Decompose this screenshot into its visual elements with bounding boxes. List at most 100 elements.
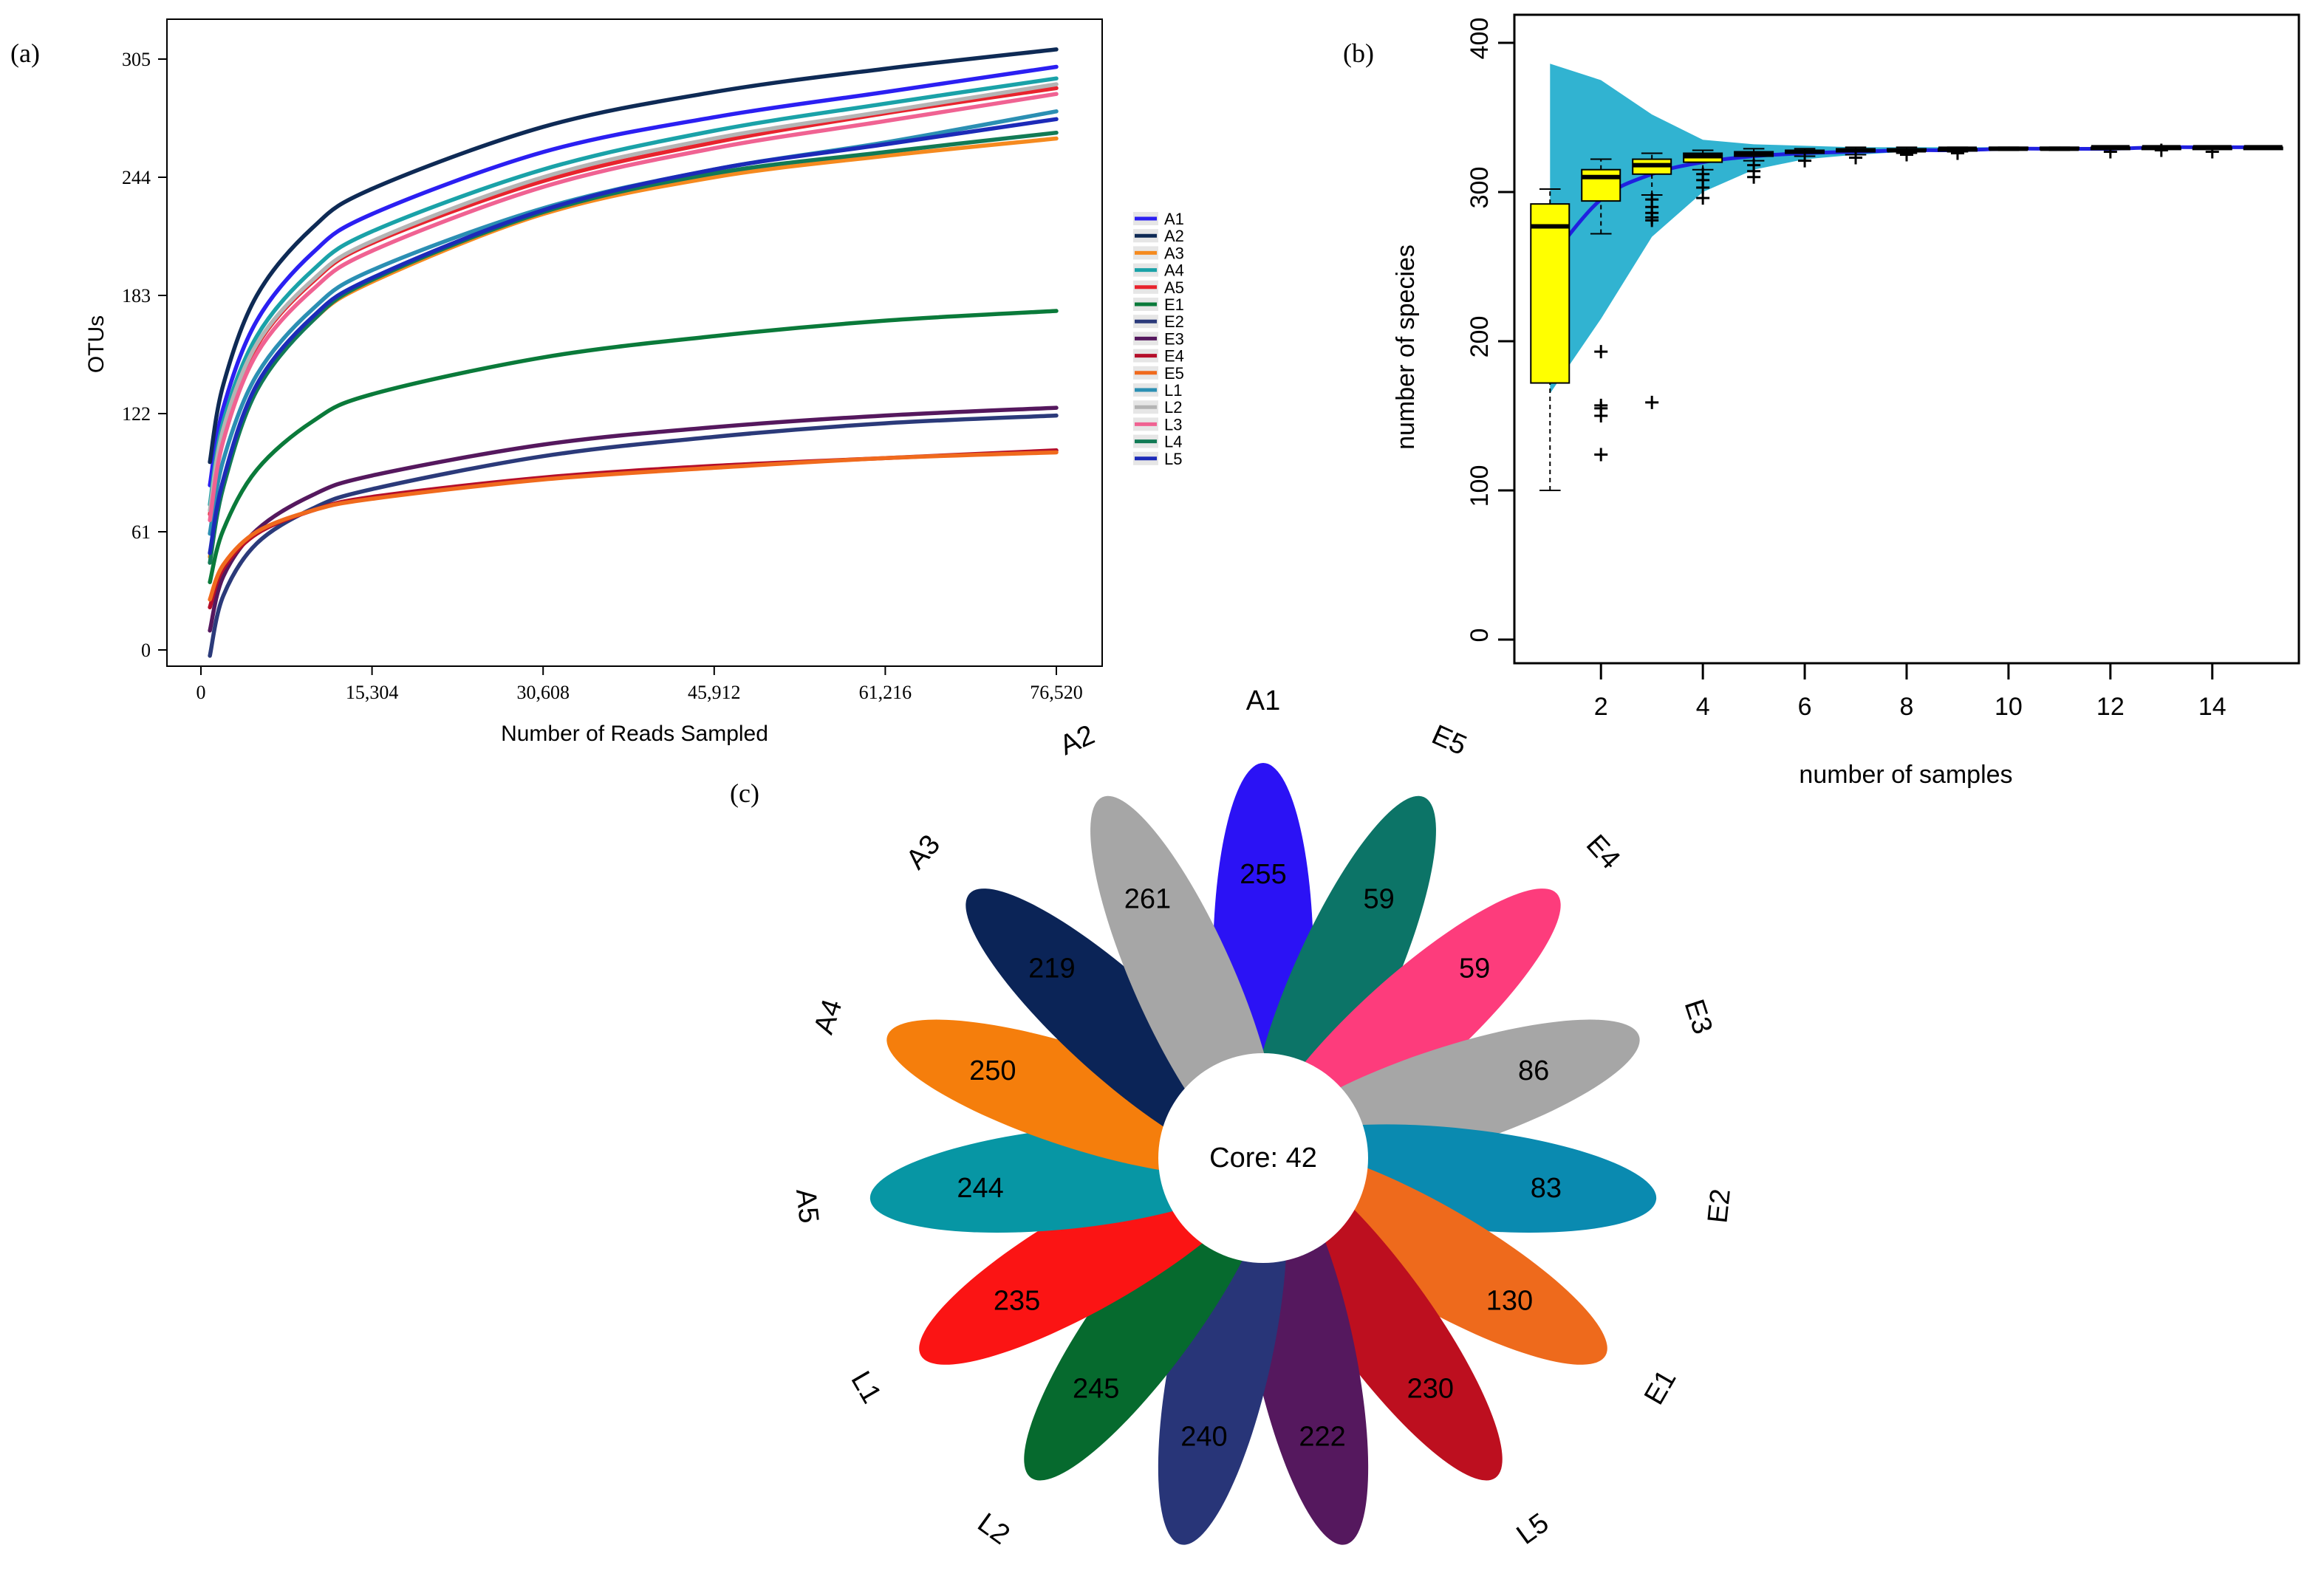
curve-a2 [208,47,1059,465]
petal-name-e5: E5 [1427,719,1472,761]
panel-b-x-tick-label: 14 [2198,693,2226,721]
panel-b-x-tick-label: 12 [2096,693,2125,721]
boxplot-outlier [1645,213,1659,227]
curve-e5 [208,450,1059,602]
petal-name-a4: A4 [808,996,848,1038]
boxplot-outlier [1645,395,1659,409]
boxplot-outlier [2205,145,2219,159]
petal-value-e5: 59 [1363,883,1394,914]
boxplot-sample-8 [1887,146,1927,162]
panel-b-x-tick-label: 6 [1798,693,1812,721]
panel-a-x-tick-label: 45,912 [688,682,741,703]
legend-label-e3: E3 [1164,329,1184,348]
accumulation-band [1550,64,2263,394]
boxplot-outlier [1594,345,1608,359]
panel-a-x-axis-label: Number of Reads Sampled [501,722,768,746]
boxplot-outlier [1747,170,1761,184]
petal-value-e1: 130 [1486,1286,1533,1317]
panel-a-y-tick-label: 244 [122,167,151,188]
panel-a-x-tick-label: 0 [196,682,206,703]
petal-name-e4: E4 [1580,829,1626,875]
panel-b-y-tick-label: 400 [1466,18,1494,60]
petal-name-e1: E1 [1638,1365,1683,1410]
panel-a-x-tick-label: 15,304 [346,682,399,703]
legend-label-a2: A2 [1164,227,1184,245]
panel-a-y-tick-label: 305 [122,49,151,70]
core-label: Core: 42 [1209,1143,1317,1174]
petal-value-a5: 244 [957,1173,1003,1204]
petal-value-l1: 235 [994,1286,1040,1317]
boxplot-outlier [1696,191,1710,205]
panel-a-label: (a) [10,38,40,68]
curve-a1 [208,64,1059,487]
panel-b-accumulation-chart: (b) 0 100 200 300 400 2 4 6 8 10 12 14 number of sp… [1343,13,2300,789]
panel-b-x-axis-label: number of samples [1799,761,2012,789]
petal-value-a4: 250 [969,1055,1016,1086]
panel-a-y-tick-label: 61 [131,521,151,543]
panel-a-rarefaction-chart: (a) 0 61 122 183 244 305 0 15,304 30,608 45,912 61… [10,18,1184,746]
panel-a-y-tick-label: 0 [141,640,151,661]
curve-e2 [208,413,1059,658]
legend-label-a1: A1 [1164,210,1184,228]
boxplot-sample-3 [1632,152,1672,409]
boxplot-outlier [1798,154,1812,168]
petal-value-a2: 261 [1124,883,1171,914]
legend-label-e2: E2 [1164,312,1184,331]
petal-value-e4: 59 [1459,953,1490,984]
petal-value-a3: 219 [1028,953,1075,984]
boxplot-outlier [1950,146,1964,160]
boxplot-outlier [1594,409,1608,422]
panel-a-curves [208,47,1059,658]
petal-value-l2: 245 [1073,1373,1119,1404]
boxplot-sample-10 [1988,146,2029,151]
petal-value-a1: 255 [1240,859,1286,890]
petal-name-e3: E3 [1678,996,1718,1038]
panel-b-y-axis-label: number of species [1392,244,1420,450]
panel-c-label: (c) [730,778,759,808]
boxplot-outlier [1900,148,1913,162]
legend-label-a4: A4 [1164,261,1184,280]
boxplot-outlier [2154,143,2168,157]
panel-b-x-tick-label: 4 [1696,693,1710,721]
petal-name-a5: A5 [790,1188,824,1225]
petal-name-l1: L1 [844,1366,887,1409]
boxplot-sample-12 [2090,145,2130,159]
legend-label-a5: A5 [1164,278,1184,297]
legend-label-e4: E4 [1164,347,1184,366]
petal-name-a2: A2 [1055,719,1099,761]
petal-name-a1: A1 [1246,685,1280,716]
boxplot-box [1530,203,1571,384]
boxplot-outlier [1594,448,1608,462]
boxplot-sample-4 [1683,149,1723,205]
legend-label-l3: L3 [1164,415,1182,434]
boxplot-sample-11 [2039,146,2079,151]
panel-b-x-tick-label: 8 [1900,693,1914,721]
curve-e1 [208,309,1059,584]
panel-a-x-tick-label: 61,216 [859,682,912,703]
panel-a-y-tick-label: 183 [122,285,151,307]
boxplot-outlier [1849,151,1863,165]
panel-c-flower-diagram: (c) Core: 42 255 A1 59 E5 59 E4 86 E3 83 E2 130 E1 2… [730,685,1737,1551]
panel-b-y-tick-label: 0 [1466,629,1494,643]
panel-a-plot-frame [166,18,1103,667]
legend-label-l5: L5 [1164,450,1182,468]
panel-a-x-tick-label: 76,520 [1030,682,1083,703]
petal-name-e2: E2 [1702,1188,1737,1225]
petal-value-l5: 230 [1407,1373,1454,1404]
legend-label-a3: A3 [1164,244,1184,262]
legend-label-l1: L1 [1164,381,1182,400]
legend-label-e5: E5 [1164,364,1184,383]
curve-l2 [208,82,1059,513]
petal-value-l3: 240 [1180,1422,1227,1453]
boxplot-sample-9 [1937,146,1978,160]
petal-value-e2: 83 [1531,1173,1562,1204]
panel-a-x-tick-label: 30,608 [516,682,570,703]
boxplot-sample-2 [1581,158,1621,462]
boxplot-sample-14 [2192,145,2232,159]
boxplot-sample-6 [1785,148,1825,168]
curve-l3 [208,92,1059,523]
curve-a4 [208,76,1059,507]
core-circle [1158,1053,1368,1263]
